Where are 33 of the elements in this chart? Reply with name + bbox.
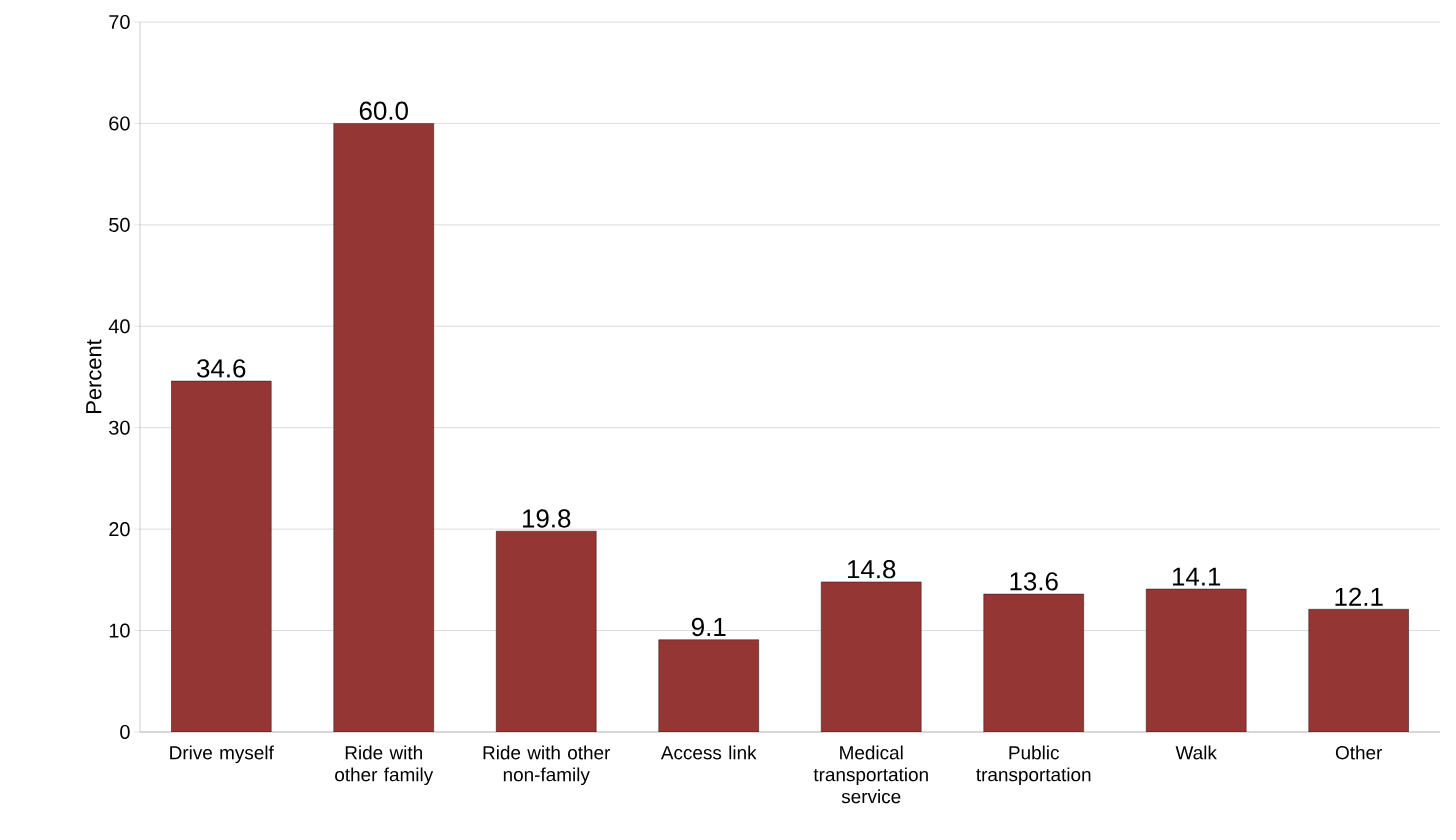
y-tick-label: 0 (120, 724, 130, 740)
x-tick-label: Drive myself (170, 745, 274, 764)
data-label: 13.6 (1010, 572, 1058, 591)
bar (171, 380, 272, 732)
data-label: 34.6 (197, 359, 246, 378)
bar (983, 593, 1084, 732)
y-tick-label: 70 (109, 14, 130, 30)
y-tick-label: 40 (108, 319, 130, 334)
data-label: 19.8 (523, 509, 571, 528)
y-axis-title: Percent (86, 339, 102, 413)
bar (333, 123, 434, 732)
bar (1146, 588, 1247, 732)
y-tick-label: 30 (109, 420, 130, 435)
x-tick-label: Medical transportation service (813, 745, 928, 804)
y-tick-label: 60 (109, 116, 130, 131)
x-tick-label: Public transportation (976, 745, 1091, 786)
x-tick-label: Other (1335, 745, 1383, 760)
x-tick-label: Access link (660, 745, 757, 760)
data-label: 60.0 (359, 101, 408, 120)
bar (821, 581, 922, 732)
y-tick-label: 20 (109, 522, 130, 537)
bar (1308, 609, 1409, 732)
x-tick-label: Walk (1175, 745, 1217, 760)
bar (496, 530, 597, 732)
y-tick-label: 10 (109, 623, 130, 638)
x-tick-label: Ride with other family (335, 745, 434, 786)
data-label: 9.1 (691, 617, 726, 637)
data-label: 14.8 (847, 560, 896, 579)
y-tick-label: 50 (109, 217, 130, 232)
x-tick-label: Ride with other non-family (483, 745, 611, 786)
data-label: 14.1 (1172, 567, 1221, 586)
data-label: 12.1 (1335, 587, 1383, 606)
bar (658, 639, 759, 732)
